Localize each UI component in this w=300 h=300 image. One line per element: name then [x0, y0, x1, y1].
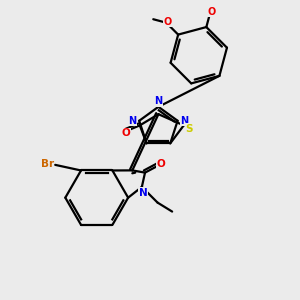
Text: S: S [186, 124, 193, 134]
Text: N: N [128, 116, 136, 126]
Text: Br: Br [41, 159, 54, 169]
Text: N: N [180, 116, 188, 126]
Text: O: O [163, 16, 172, 27]
Text: O: O [157, 159, 166, 169]
Text: N: N [154, 96, 163, 106]
Text: O: O [208, 7, 216, 17]
Text: N: N [139, 188, 147, 197]
Text: O: O [122, 128, 131, 138]
